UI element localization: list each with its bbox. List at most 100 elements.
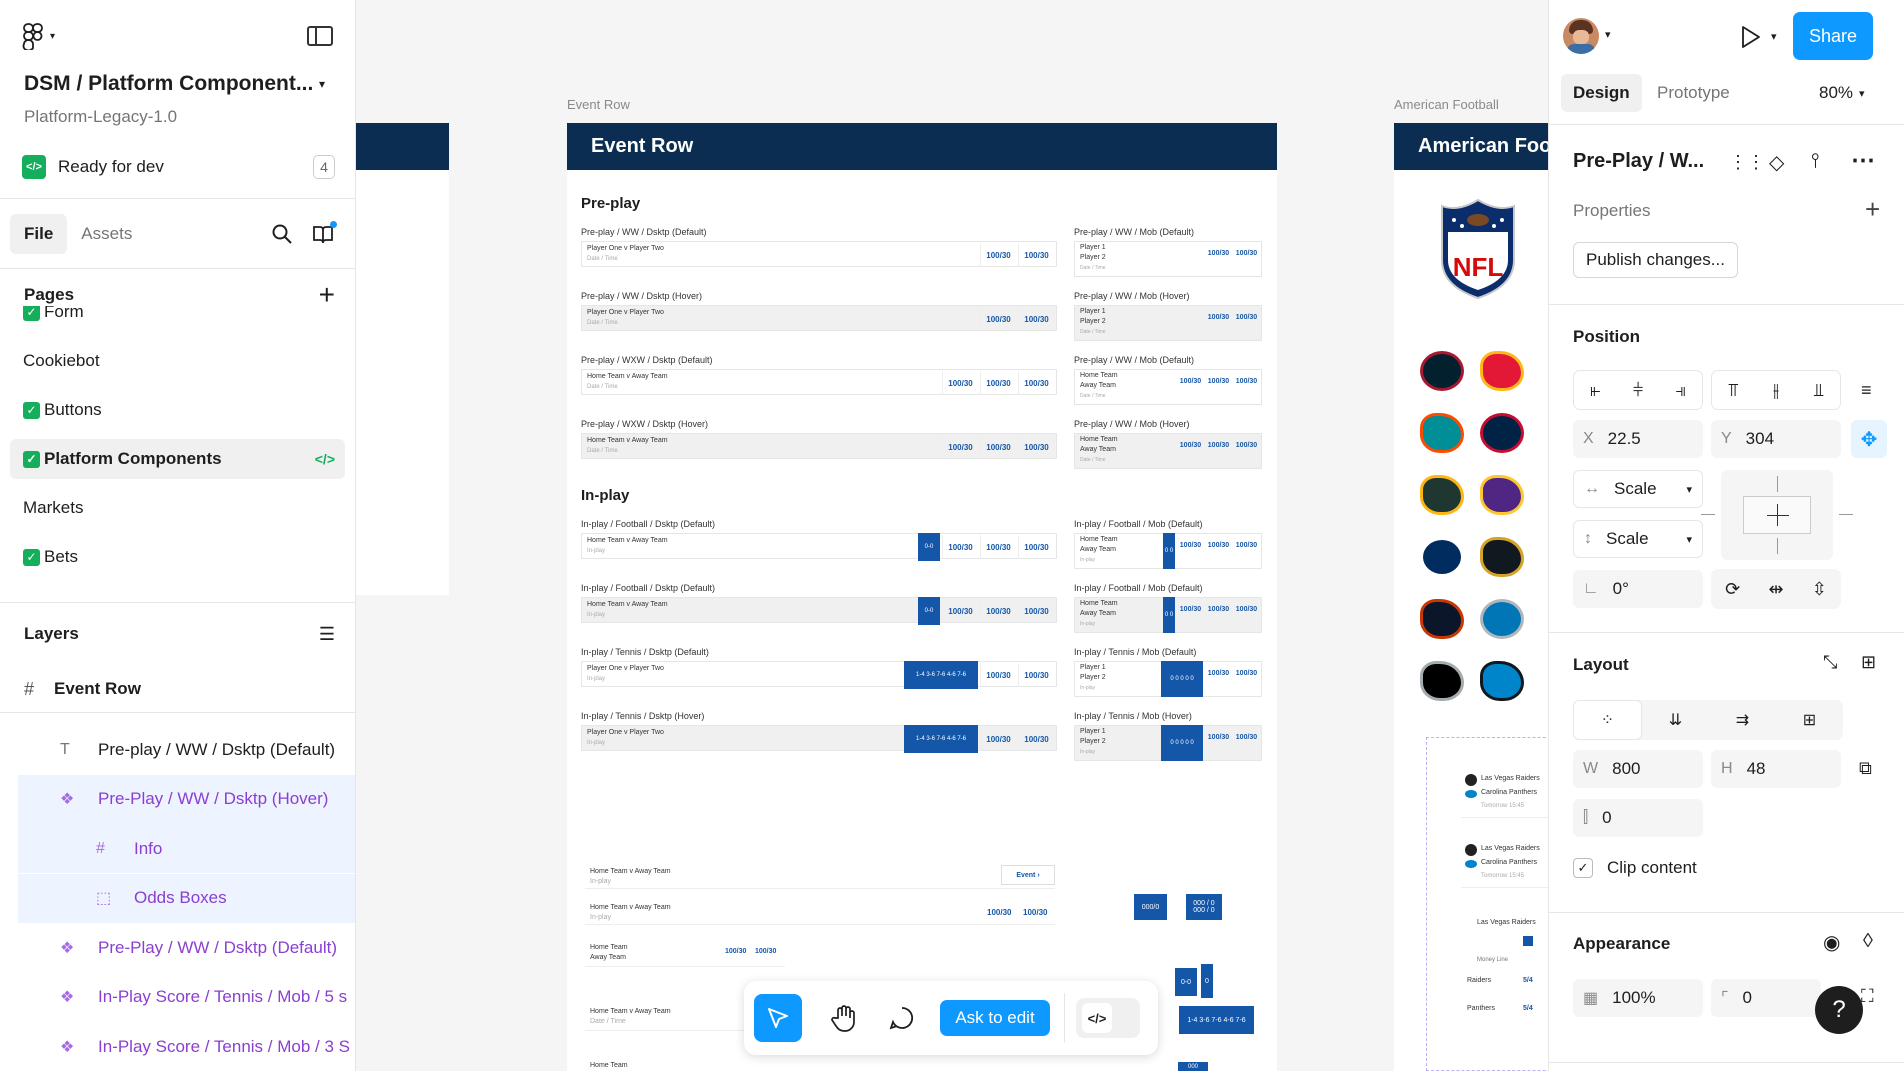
- align-top-icon[interactable]: ⫪: [1728, 379, 1739, 400]
- event-row[interactable]: Player One v Player Two Date / Time 100/30…: [581, 241, 1057, 267]
- align-right-icon[interactable]: ⫣: [1675, 379, 1687, 400]
- search-icon[interactable]: [271, 223, 293, 245]
- af-card-2[interactable]: Las Vegas Raiders Carolina Panthers Tomo…: [1461, 838, 1548, 888]
- height-input[interactable]: H 48: [1711, 750, 1841, 788]
- resize-to-fit-icon[interactable]: ⧉: [1859, 758, 1872, 778]
- odds-button[interactable]: 100/30: [980, 535, 1016, 559]
- page-item[interactable]: ✓ Buttons: [10, 390, 345, 430]
- main-menu-button[interactable]: ▾: [22, 22, 82, 50]
- odds-button[interactable]: 100/30: [1179, 542, 1202, 549]
- chevron-down-icon[interactable]: ▾: [1771, 31, 1777, 43]
- event-row[interactable]: Home Team v Away Team In-play 100/30 100/30…: [581, 597, 1057, 625]
- odds-button[interactable]: 100/30: [1018, 663, 1054, 687]
- frame-label-american-football[interactable]: American Football: [1394, 97, 1499, 112]
- rotation-input[interactable]: ∟ 0°: [1573, 570, 1703, 608]
- extra-row-3[interactable]: Home Team Away Team 100/30 100/30: [585, 939, 785, 967]
- mobile-event-row[interactable]: Player 1 Player 2 In-play 100/30 100/30 0 0 0…: [1074, 661, 1262, 697]
- align-middle-v-icon[interactable]: ⫲: [1773, 379, 1779, 400]
- event-row[interactable]: Player One v Player Two Date / Time 100/30…: [581, 305, 1057, 331]
- odds-button[interactable]: 100/30: [725, 948, 747, 955]
- tab-file[interactable]: File: [10, 214, 68, 254]
- help-button[interactable]: ?: [1815, 986, 1863, 1034]
- odds-button[interactable]: 100/30: [1018, 371, 1054, 395]
- american-football-frame[interactable]: American Foo NFL Las Vegas Raiders Carol…: [1394, 123, 1548, 1071]
- y-input[interactable]: Y 304: [1711, 420, 1841, 458]
- odds-button[interactable]: 100/30: [1235, 670, 1258, 677]
- chevron-down-icon[interactable]: ▾: [1605, 29, 1611, 41]
- component-icon[interactable]: ◇: [1769, 152, 1785, 174]
- eye-icon[interactable]: ◉: [1823, 932, 1841, 954]
- odds-button[interactable]: 100/30: [1207, 442, 1230, 449]
- event-row-frame[interactable]: Event Row Pre-play In-play Pre-play / WW…: [567, 123, 1277, 1071]
- auto-layout-icon[interactable]: ⊞: [1861, 652, 1877, 672]
- clip-content-checkbox[interactable]: ✓ Clip content: [1573, 855, 1904, 881]
- odds-button[interactable]: 100/30: [1207, 250, 1230, 257]
- chevron-down-icon[interactable]: ▾: [318, 77, 325, 91]
- dev-mode-status[interactable]: </> Ready for dev 4: [22, 152, 335, 182]
- avatar[interactable]: [1563, 18, 1599, 54]
- align-bottom-icon[interactable]: ⫫: [1813, 379, 1824, 400]
- layer-item[interactable]: ❖ In-Play Score / Tennis / Mob / 3 S: [0, 1022, 355, 1071]
- odds-button[interactable]: 100/30: [942, 371, 978, 395]
- add-property-icon[interactable]: +: [1865, 194, 1881, 224]
- mobile-event-row[interactable]: Player 1 Player 2 Date / Time 100/30 100/30: [1074, 305, 1262, 341]
- odds-button[interactable]: 100/30: [1207, 734, 1230, 741]
- odds-button[interactable]: 100/30: [1023, 908, 1048, 917]
- drop-icon[interactable]: ◊: [1863, 930, 1873, 952]
- event-row[interactable]: Player One v Player Two In-play 100/30 100/…: [581, 661, 1057, 689]
- opacity-input[interactable]: ▦ 100%: [1573, 979, 1703, 1017]
- layer-item[interactable]: ⬚ Odds Boxes: [18, 873, 355, 923]
- file-title[interactable]: DSM / Platform Component...: [24, 72, 314, 95]
- odds-button[interactable]: 100/30: [1018, 243, 1054, 267]
- comment-tool-button[interactable]: [882, 994, 922, 1042]
- odds-button[interactable]: 100/30: [942, 599, 978, 623]
- tab-prototype[interactable]: Prototype: [1657, 83, 1730, 102]
- mobile-event-row[interactable]: Home Team Away Team Date / Time 100/30 100/3…: [1074, 433, 1262, 469]
- extra-row-1[interactable]: Home Team v Away Team In-play Event ›: [585, 863, 1055, 889]
- event-row[interactable]: Home Team v Away Team Date / Time 100/30 10…: [581, 433, 1057, 459]
- frame-label-event-row[interactable]: Event Row: [567, 97, 630, 112]
- align-left-icon[interactable]: ⫦: [1590, 379, 1601, 400]
- odds-button[interactable]: 100/30: [1179, 606, 1202, 613]
- corner-radius-input[interactable]: ⌜ 0: [1711, 979, 1821, 1017]
- tab-design[interactable]: Design: [1561, 74, 1642, 112]
- sidebar-toggle-icon[interactable]: [307, 26, 333, 46]
- odds-button[interactable]: 100/30: [980, 243, 1016, 267]
- more-icon[interactable]: ⋯: [1851, 147, 1875, 174]
- odds-button[interactable]: 100/30: [980, 599, 1016, 623]
- odds-button[interactable]: 100/30: [1018, 535, 1054, 559]
- odds-button[interactable]: 100/30: [1207, 314, 1230, 321]
- collapse-icon[interactable]: ⤡: [1823, 652, 1838, 672]
- odds-button[interactable]: 100/30: [1018, 727, 1054, 751]
- layout-horizontal-icon[interactable]: ⇉: [1735, 712, 1750, 729]
- odds-button[interactable]: 100/30: [1235, 542, 1258, 549]
- publish-changes-button[interactable]: Publish changes...: [1573, 242, 1738, 278]
- share-button[interactable]: Share: [1793, 12, 1873, 60]
- page-item[interactable]: Cookiebot: [10, 341, 345, 381]
- mobile-event-row[interactable]: Home Team Away Team Date / Time 100/30 100/3…: [1074, 369, 1262, 405]
- odds-button[interactable]: 100/30: [942, 535, 978, 559]
- odds-button[interactable]: 100/30: [1235, 314, 1258, 321]
- tab-assets[interactable]: Assets: [81, 224, 133, 243]
- layer-item[interactable]: ❖ Pre-Play / WW / Dsktp (Hover): [18, 774, 355, 824]
- af-card-o2[interactable]: 5/4: [1523, 1005, 1533, 1012]
- zoom-dropdown[interactable]: 80% ▾: [1819, 83, 1879, 103]
- hand-tool-button[interactable]: [824, 994, 864, 1042]
- odds-button[interactable]: 100/30: [1235, 250, 1258, 257]
- page-item[interactable]: Markets: [10, 488, 345, 528]
- odds-button[interactable]: 100/30: [1207, 542, 1230, 549]
- move-tool-button[interactable]: [754, 994, 802, 1042]
- distribute-icon[interactable]: ≡: [1861, 380, 1872, 400]
- page-item[interactable]: ✓ Platform Components </>: [10, 439, 345, 479]
- event-row[interactable]: Player One v Player Two In-play 100/30 100/…: [581, 725, 1057, 753]
- grid-icon[interactable]: ⋮⋮: [1729, 152, 1765, 172]
- odds-button[interactable]: 100/30: [1018, 599, 1054, 623]
- odds-button[interactable]: 100/30: [980, 727, 1016, 751]
- layout-freeform-icon[interactable]: ⁘: [1573, 700, 1642, 740]
- layer-item[interactable]: T Pre-play / WW / Dsktp (Default): [0, 725, 355, 774]
- mobile-event-row[interactable]: Player 1 Player 2 Date / Time 100/30 100/30: [1074, 241, 1262, 277]
- odds-button[interactable]: 100/30: [980, 371, 1016, 395]
- expand-corners-icon[interactable]: ⛶: [1861, 986, 1874, 1006]
- layout-vertical-icon[interactable]: ⇊: [1668, 712, 1683, 729]
- event-row[interactable]: Home Team v Away Team Date / Time 100/30 10…: [581, 369, 1057, 395]
